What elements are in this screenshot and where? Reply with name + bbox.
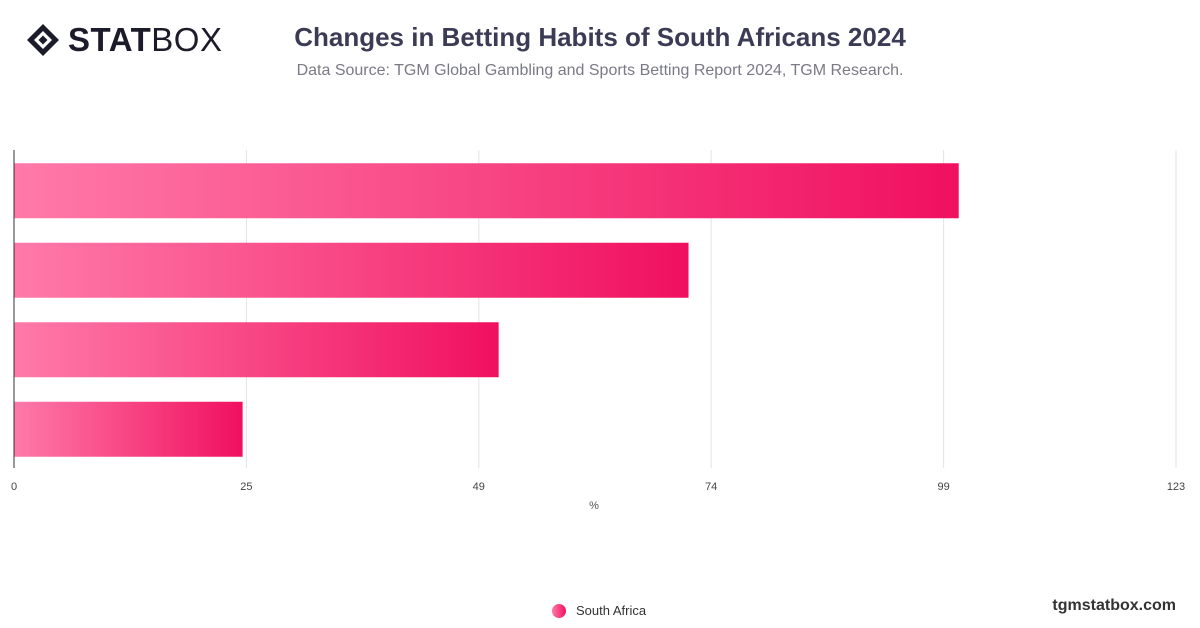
bar-chart: 0 25 49 74 99 123 %	[11, 150, 1185, 512]
bar[interactable]	[14, 163, 959, 219]
x-tick-label: 99	[937, 481, 949, 493]
x-tick-label: 25	[240, 481, 252, 493]
statbox-diamond-icon	[27, 24, 59, 56]
bar[interactable]	[14, 242, 689, 298]
brand-logo: STATBOX	[26, 22, 222, 58]
brand-wordmark: STATBOX	[68, 22, 222, 58]
legend-label: South Africa	[576, 603, 647, 618]
legend-swatch	[552, 603, 566, 618]
chart-subtitle: Data Source: TGM Global Gambling and Spo…	[296, 62, 904, 79]
x-axis-title: %	[589, 500, 599, 512]
x-tick-label: 74	[705, 481, 717, 493]
x-tick-label: 123	[1167, 481, 1185, 493]
x-tick-label: 0	[11, 481, 17, 493]
legend[interactable]: South Africa	[552, 603, 646, 618]
x-tick-label: 49	[473, 481, 485, 493]
brand-box: BOX	[151, 21, 223, 58]
bar[interactable]	[14, 322, 499, 378]
site-url: tgmstatbox.com	[1052, 597, 1176, 614]
bar[interactable]	[14, 401, 243, 457]
brand-stat: STAT	[68, 21, 152, 58]
chart-title: Changes in Betting Habits of South Afric…	[294, 22, 906, 52]
